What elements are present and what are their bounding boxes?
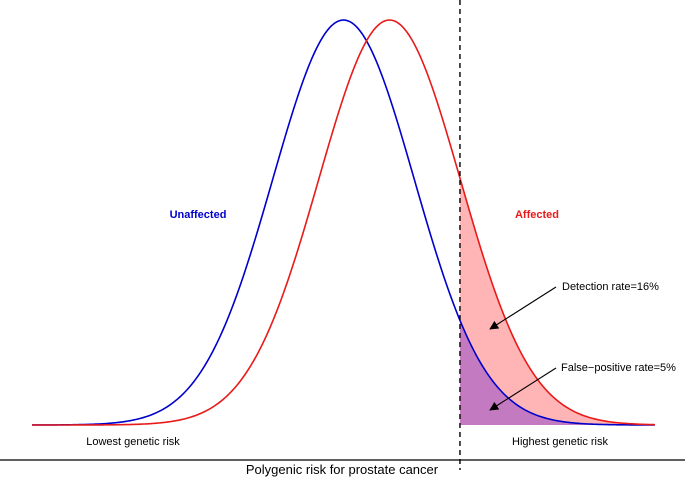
- x-left-label: Lowest genetic risk: [86, 436, 180, 448]
- affected-tail-fill: [459, 178, 655, 425]
- annotation-detection-rate: Detection rate=16%: [562, 281, 659, 293]
- affected-curve: [32, 19, 656, 426]
- annotation-false-positive-rate: False−positive rate=5%: [561, 362, 676, 374]
- series-label-affected: Affected: [515, 209, 559, 221]
- series-label-unaffected: Unaffected: [170, 209, 227, 221]
- x-axis-title: Polygenic risk for prostate cancer: [246, 462, 439, 477]
- unaffected-curve: [32, 19, 655, 426]
- x-right-label: Highest genetic risk: [512, 436, 608, 448]
- arrow-detection-rate: [489, 286, 557, 330]
- arrow-false-positive-rate: [489, 367, 557, 411]
- curve-layer: [32, 19, 656, 426]
